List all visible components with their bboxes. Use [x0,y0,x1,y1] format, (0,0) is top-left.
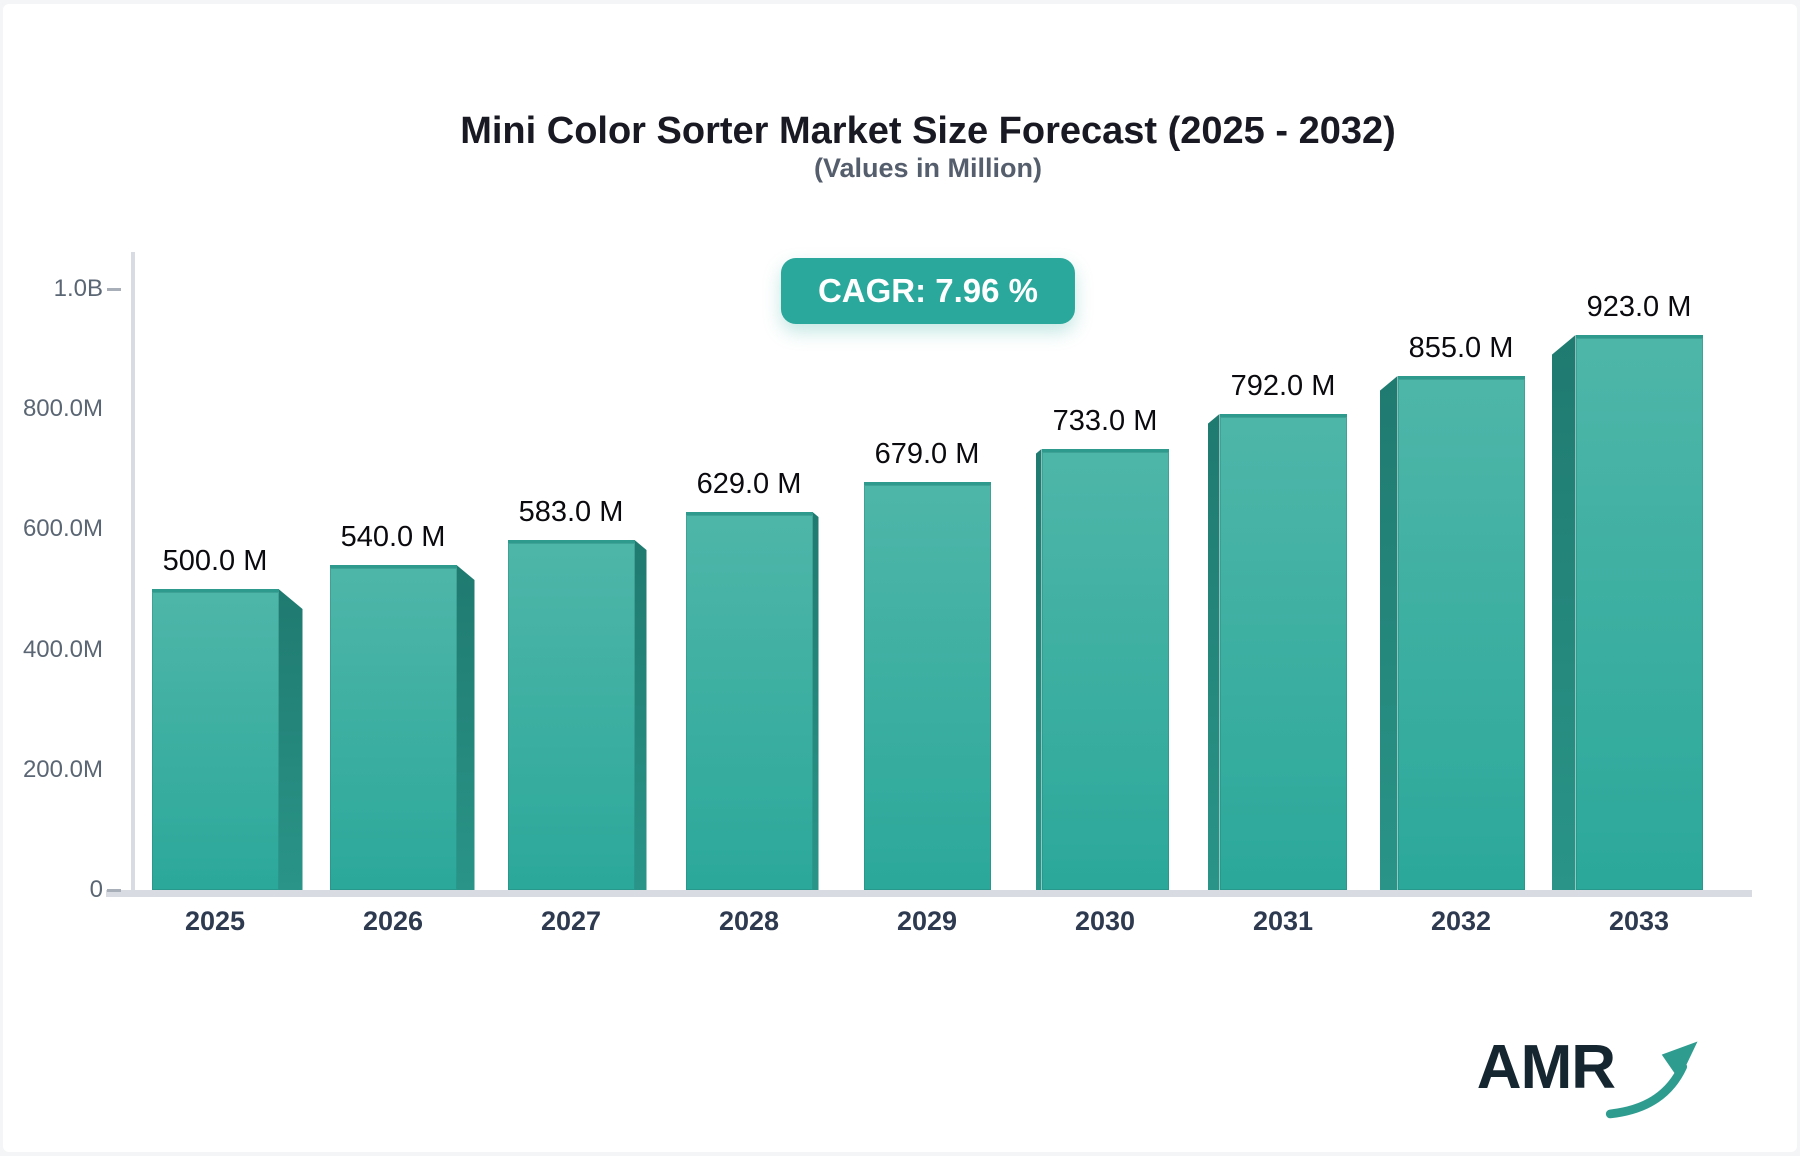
x-tick-label-2033: 2033 [1608,906,1670,936]
bar-2025 [151,589,303,890]
bar-value-label-2025: 500.0 M [162,545,268,577]
plot-area: 1.0B 800.0M 600.0M 400.0M 200.0M 0 500.0 M 540… [3,4,1800,1156]
bar-side-face [1207,414,1220,890]
y-tick-mark [107,288,121,291]
amr-logo-text: AMR [1476,1033,1616,1102]
bar-value-label-2029: 679.0 M [874,438,980,470]
y-tick-mark [107,889,121,892]
growth-arrow-icon [1605,1041,1698,1119]
bar-2033 [1551,335,1703,890]
bar-front-face [1041,449,1169,890]
x-tick-label-2027: 2027 [540,906,602,936]
bar-side-face [278,589,303,890]
bar-value-label-2032: 855.0 M [1408,332,1514,364]
bar-front-face [1219,414,1347,890]
chart-card: 1.0B 800.0M 600.0M 400.0M 200.0M 0 500.0 M 540… [3,4,1797,1152]
x-tick-label-2032: 2032 [1430,906,1492,936]
y-tick-label: 800.0M [22,395,103,423]
bar-value-label-2027: 583.0 M [518,496,624,528]
bar-front-face [1397,376,1525,890]
y-tick-label: 0 [89,876,103,903]
x-tick-label-2026: 2026 [362,906,424,936]
bar-side-face [456,565,475,890]
x-tick-label-2029: 2029 [896,906,958,936]
bar-2032 [1379,376,1525,890]
bar-side-face [1035,449,1042,890]
y-tick-label: 1.0B [53,275,103,302]
y-tick-label: 400.0M [22,635,103,663]
bar-value-label-2030: 733.0 M [1052,405,1158,437]
bar-2030 [1035,449,1169,890]
x-tick-label-2031: 2031 [1252,906,1314,936]
x-tick-label-2030: 2030 [1074,906,1136,936]
bar-2029 [863,482,991,890]
bar-value-label-2033: 923.0 M [1586,291,1692,323]
y-tick-label: 600.0M [22,515,103,543]
y-tick-label: 200.0M [22,755,103,783]
bar-2028 [685,512,819,890]
y-axis-line [131,252,135,892]
bar-2031 [1207,414,1347,890]
bar-front-face [1575,335,1703,890]
bar-side-face [634,540,647,890]
bar-side-face [1379,376,1398,890]
amr-logo: AMR [1477,1032,1701,1120]
bar-front-face [863,482,991,890]
bar-front-face [685,512,813,890]
x-axis-baseline [106,890,1752,897]
bar-side-face [812,512,819,890]
bar-front-face [329,565,457,890]
bar-value-label-2031: 792.0 M [1230,370,1336,402]
x-tick-label-2025: 2025 [184,906,246,936]
bar-front-face [507,540,635,890]
bar-value-label-2028: 629.0 M [696,468,802,500]
bar-2026 [329,565,475,890]
bar-2027 [507,540,647,890]
bar-front-face [151,589,279,890]
x-tick-label-2028: 2028 [718,906,780,936]
bar-side-face [1551,335,1576,890]
bar-value-label-2026: 540.0 M [340,521,446,553]
